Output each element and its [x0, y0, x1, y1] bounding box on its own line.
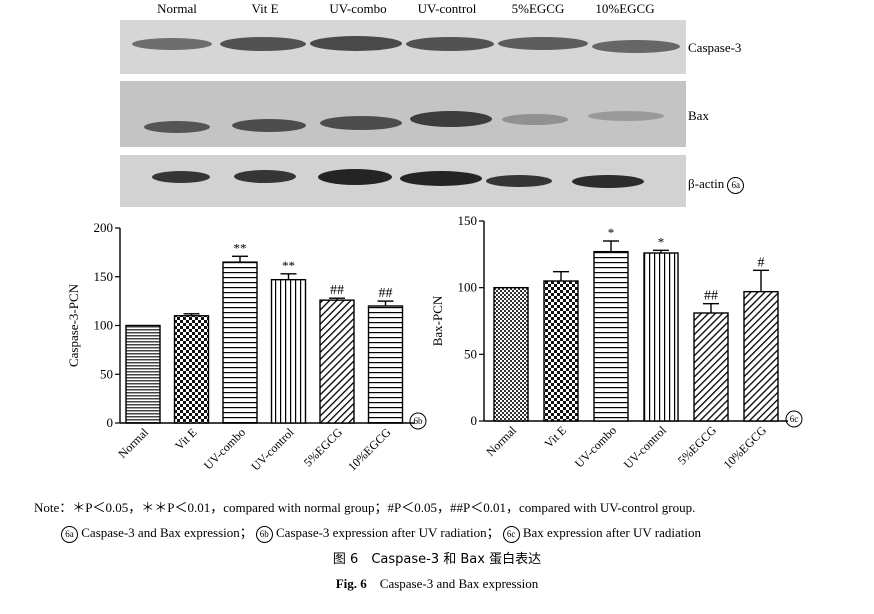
caption-english-text: Caspase-3 and Bax expression: [366, 576, 539, 591]
x-tick-label: 5%EGCG: [301, 425, 346, 470]
caption-english: Fig. 6 Caspase-3 and Bax expression: [0, 573, 874, 592]
chart-caspase3: 0 50 100 150 200 Normal Vit E ** UV-combo ** UV-co…: [66, 220, 427, 474]
note-marker-6a: 6a: [61, 525, 78, 543]
blot-col-vite: Vit E: [251, 1, 279, 16]
figure-note: Note：＊P＜0.05，＊＊P＜0.01，compared with norm…: [34, 500, 696, 515]
x-tick-label: Vit E: [172, 425, 200, 453]
figure-note-legend: 6a Caspase-3 and Bax expression； 6b Caspa…: [58, 522, 701, 543]
note-marker-6c: 6c: [502, 525, 520, 543]
significance-label: #: [758, 255, 765, 270]
y-axis-label: Caspase-3-PCN: [66, 283, 81, 367]
note-6b-text: Caspase-3 expression after UV radiation；: [276, 525, 500, 540]
blot-label-beta-actin: β-actin 6a: [688, 176, 745, 194]
band: [234, 170, 296, 183]
blot-beta-actin: [120, 155, 686, 207]
bar: [222, 261, 258, 424]
note-marker-6b: 6b: [255, 525, 273, 543]
band: [310, 36, 402, 51]
band: [572, 175, 644, 188]
x-tick-label: 10%EGCG: [721, 423, 770, 472]
y-tick-label: 100: [94, 318, 114, 333]
blot-label-caspase3: Caspase-3: [688, 40, 742, 55]
y-tick-label: 100: [458, 280, 478, 295]
bar: [693, 312, 729, 422]
band: [144, 121, 210, 133]
significance-label: ##: [704, 289, 718, 304]
band: [502, 114, 568, 125]
blot-bax: [120, 81, 686, 147]
x-tick-label: UV-control: [248, 425, 297, 474]
significance-label: **: [282, 258, 295, 273]
band: [220, 37, 306, 51]
blot-label-bax: Bax: [688, 108, 709, 123]
blot-col-5egcg: 5%EGCG: [511, 1, 565, 16]
band: [486, 175, 552, 187]
significance-label: *: [608, 225, 615, 240]
band: [588, 111, 664, 121]
bar: [543, 280, 579, 422]
significance-label: *: [658, 234, 665, 249]
band: [400, 171, 482, 186]
significance-label: ##: [330, 283, 344, 298]
y-tick-label: 150: [94, 269, 114, 284]
x-tick-label: Normal: [483, 423, 519, 459]
bar: [125, 324, 161, 424]
band: [152, 171, 210, 183]
blot-col-uvcombo: UV-combo: [329, 1, 387, 16]
band: [406, 37, 494, 51]
bar: [493, 286, 529, 422]
panel-marker-circle: [409, 412, 427, 430]
y-axis-label: Bax-PCN: [430, 295, 445, 346]
significance-label: ##: [379, 286, 393, 301]
chart-bax: 0 50 100 150 Normal Vit E * UV-combo * UV-control…: [430, 213, 803, 472]
y-tick-label: 0: [107, 415, 114, 430]
x-tick-label: UV-combo: [572, 423, 619, 470]
significance-label: **: [234, 240, 247, 255]
band: [132, 38, 212, 50]
caption-chinese: 图 6 Caspase-3 和 Bax 蛋白表达: [332, 552, 542, 567]
band: [410, 111, 492, 127]
panel-marker-circle: [785, 410, 803, 428]
x-tick-label: 5%EGCG: [675, 423, 720, 468]
blot-col-10egcg: 10%EGCG: [595, 1, 655, 16]
band: [320, 116, 402, 130]
x-tick-label: Vit E: [542, 423, 570, 451]
x-tick-label: UV-control: [621, 423, 670, 472]
x-tick-label: UV-combo: [201, 425, 248, 472]
x-tick-label: 10%EGCG: [345, 425, 394, 474]
panel-marker-label: 6b: [414, 416, 424, 426]
bar: [319, 299, 355, 424]
x-tick-label: Normal: [115, 425, 151, 461]
band: [498, 37, 588, 50]
blot-label-beta-actin-text: β-actin: [688, 176, 725, 191]
band: [318, 169, 392, 185]
bar: [643, 252, 679, 422]
caption-fig-number: Fig. 6: [335, 576, 367, 591]
panel-marker-label: 6c: [790, 414, 799, 424]
y-tick-label: 50: [100, 366, 113, 381]
y-tick-label: 50: [464, 346, 477, 361]
y-tick-label: 200: [94, 220, 114, 235]
note-6a-text: Caspase-3 and Bax expression；: [81, 525, 253, 540]
band: [232, 119, 306, 132]
panel-marker-6a: 6a: [727, 176, 745, 194]
y-tick-label: 0: [471, 413, 478, 428]
note-6c-text: Bax expression after UV radiation: [522, 525, 701, 540]
band: [592, 40, 680, 53]
blot-caspase3: [120, 20, 686, 74]
bar: [367, 305, 404, 424]
bar: [743, 290, 779, 422]
bar: [593, 250, 629, 422]
y-tick-label: 150: [458, 213, 478, 228]
blot-col-uvcontrol: UV-control: [417, 1, 477, 16]
blot-col-normal: Normal: [157, 1, 197, 16]
blot-column-header: Normal Vit E UV-combo UV-control 5%EGCG …: [120, 0, 686, 20]
bar: [270, 278, 307, 424]
bar: [173, 315, 210, 424]
